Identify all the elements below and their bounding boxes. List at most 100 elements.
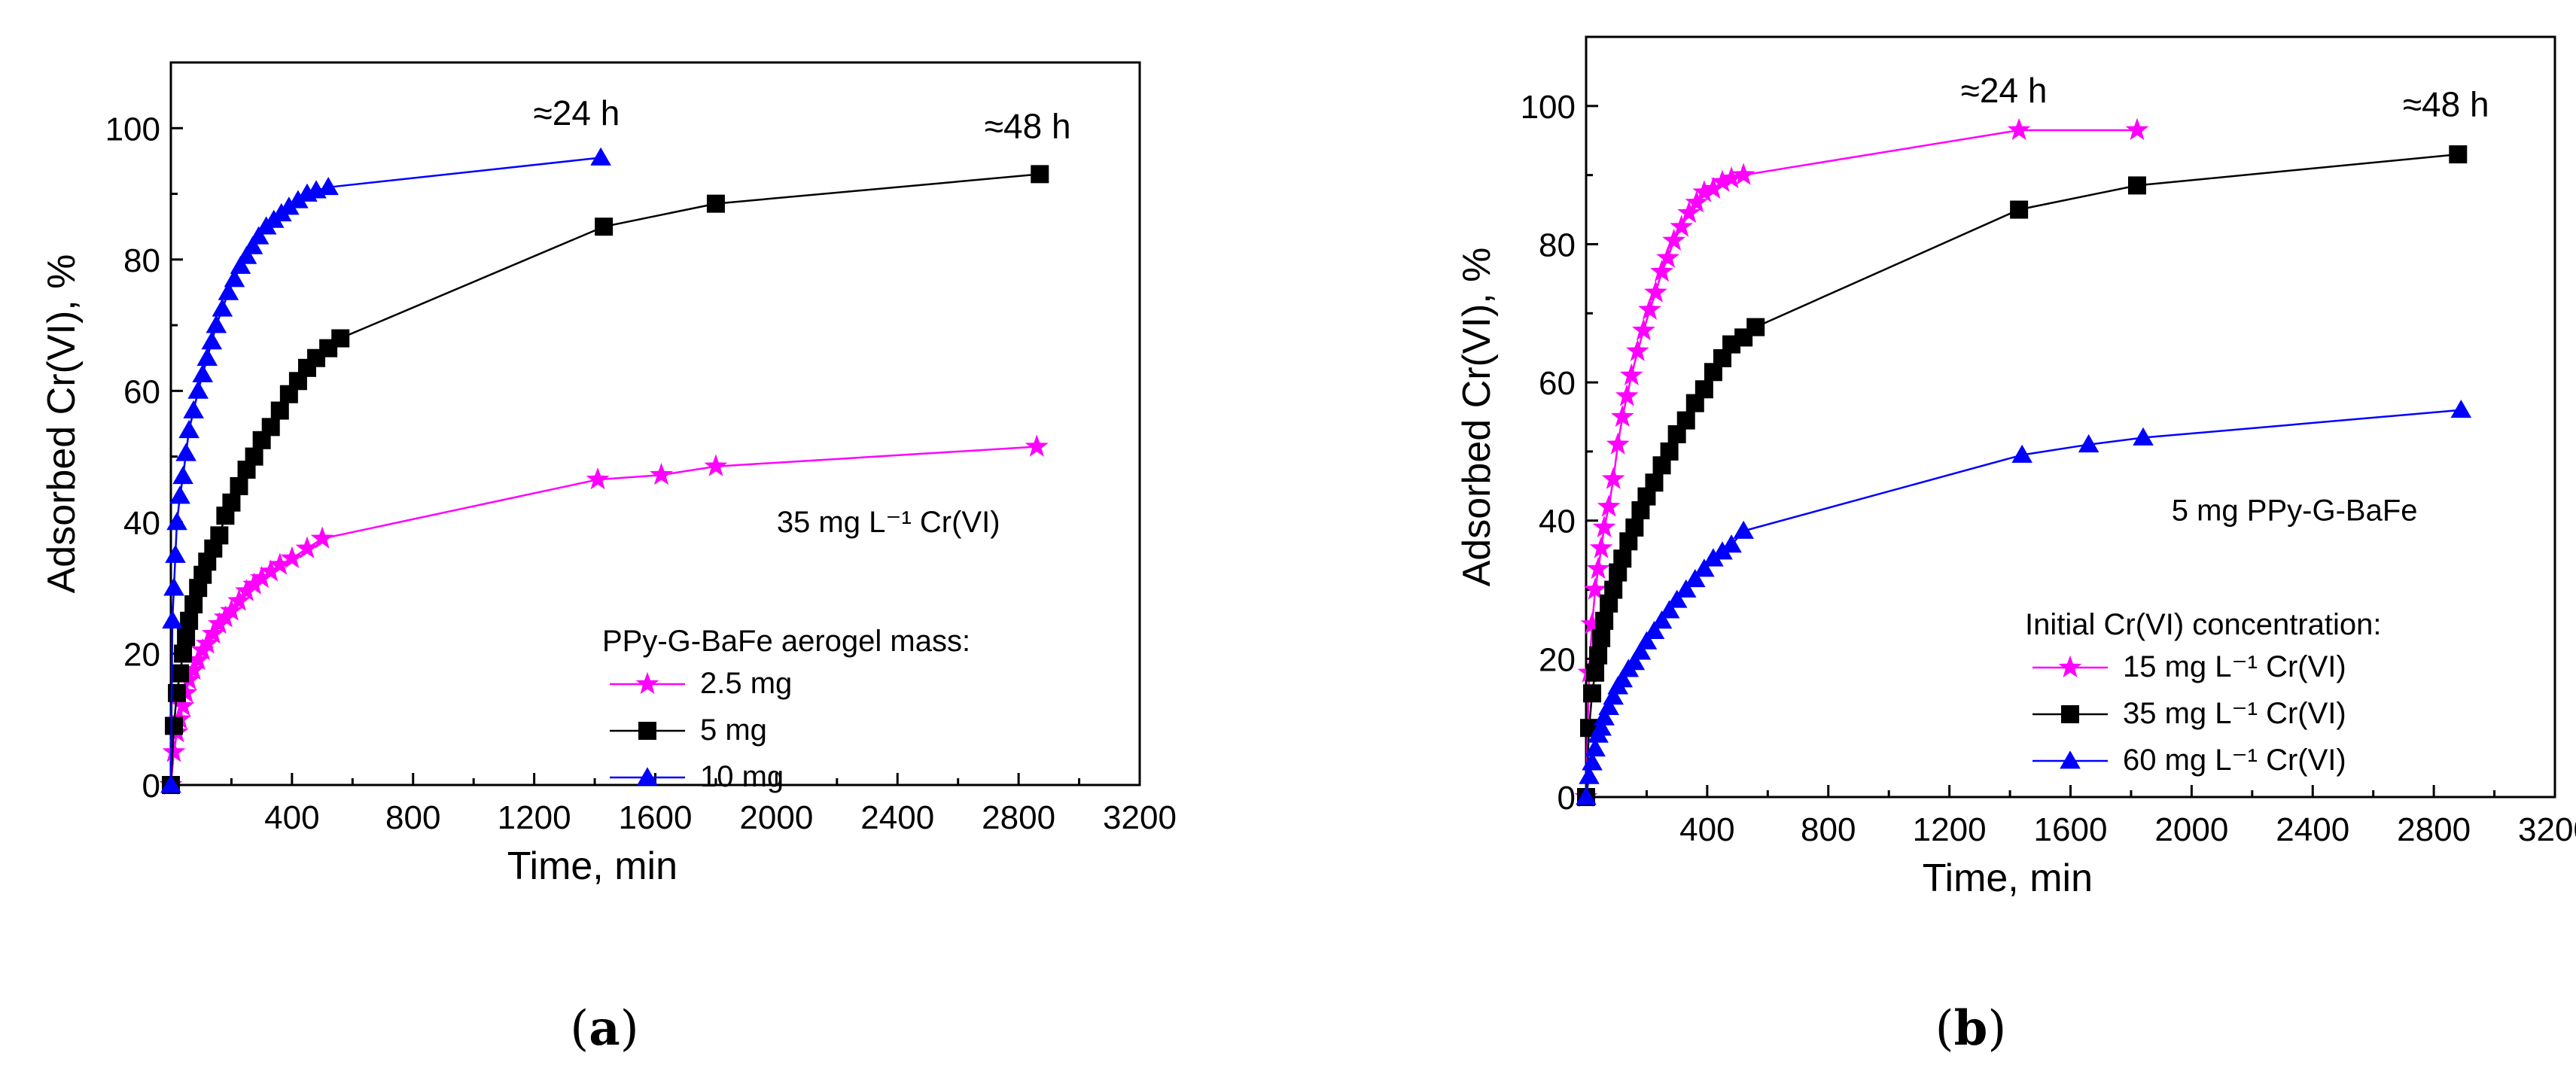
chart-b-data-point xyxy=(1626,339,1649,361)
chart-b-data-point xyxy=(1694,558,1715,577)
chart-b-data-point xyxy=(2078,434,2099,453)
chart-a-data-point xyxy=(704,454,728,476)
chart-b-data-point xyxy=(1619,363,1643,385)
chart-b-y-tick-label: 40 xyxy=(1539,504,1576,540)
chart-a-data-point xyxy=(171,664,190,683)
chart-b-y-tick-label: 80 xyxy=(1539,227,1576,263)
chart-b-data-point xyxy=(1598,696,1619,715)
chart-b-data-point xyxy=(1579,765,1600,784)
chart-b-series-15-mg-l-cr-vi xyxy=(1574,117,2149,808)
chart-b-data-point xyxy=(1694,380,1713,399)
chart-a-data-point xyxy=(250,565,274,589)
chart-b-legend-item-15-mg-l-cr-vi: 15 mg L⁻¹ Cr(VI) xyxy=(2032,650,2346,683)
chart-a-y-tick-label: 40 xyxy=(123,505,160,542)
chart-b-x-tick-label: 2400 xyxy=(2276,811,2349,848)
chart-b-data-point xyxy=(1597,494,1621,517)
chart-b-data-point xyxy=(1636,631,1658,650)
chart-b-data-point xyxy=(2007,117,2031,141)
chart-a-annotation-2: ≈48 h xyxy=(985,106,1071,145)
chart-a-data-point xyxy=(184,595,203,613)
chart-b-data-point xyxy=(1583,577,1607,600)
chart-a-data-point xyxy=(280,546,304,568)
chart-b-data-point xyxy=(1582,752,1603,771)
chart-b-data-point xyxy=(1662,228,1685,251)
chart-a-data-point xyxy=(160,774,181,793)
chart-b-data-point xyxy=(2449,145,2468,164)
chart-b-data-point xyxy=(2010,200,2029,219)
chart-b-y-tick-label: 0 xyxy=(1557,780,1576,817)
chart-b-legend-label: 15 mg L⁻¹ Cr(VI) xyxy=(2123,650,2346,683)
chart-a-data-point xyxy=(230,476,248,495)
chart-a-x-tick-label: 2400 xyxy=(860,799,934,836)
chart-a-data-point xyxy=(201,331,223,350)
chart-b-y-axis-label: Adsorbed Cr(VI), % xyxy=(1455,248,1499,587)
chart-b-data-point xyxy=(1624,652,1646,671)
chart-a-data-point xyxy=(180,611,199,630)
chart-a-data-point xyxy=(187,380,209,399)
chart-b-data-point xyxy=(1583,684,1602,703)
chart-b-y-tick-label: 100 xyxy=(1521,89,1576,126)
chart-b-x-tick-label: 800 xyxy=(1801,811,1856,848)
chart-a-x-tick-label: 400 xyxy=(264,799,319,836)
chart-a-data-point xyxy=(165,717,184,735)
chart-a-data-point xyxy=(288,190,309,208)
chart-a-series-line xyxy=(169,157,601,786)
chart-b-data-point xyxy=(1721,534,1742,553)
chart-a-data-point xyxy=(220,598,243,621)
chart-b-legend: Initial Cr(VI) concentration: 15 mg L⁻¹ C… xyxy=(2025,608,2382,777)
chart-b-data-point xyxy=(2125,117,2149,141)
chart-a-x-tick-label: 800 xyxy=(385,799,440,836)
chart-a-data-point xyxy=(163,577,184,596)
chart-b-series-line xyxy=(1585,409,2462,798)
chart-a-data-point xyxy=(318,177,339,196)
chart-a-data-point xyxy=(295,536,319,558)
chart-b-data-point xyxy=(1612,669,1634,688)
chart-b-data-point xyxy=(1719,166,1743,189)
chart-a-data-point xyxy=(169,485,190,504)
chart-b-legend-label: 35 mg L⁻¹ Cr(VI) xyxy=(2123,697,2346,730)
chart-b-x-tick-label: 2000 xyxy=(2154,811,2228,848)
chart-a-legend-label: 10 mg xyxy=(700,760,784,793)
chart-b-legend-swatch-marker xyxy=(2060,750,2081,769)
chart-a-y-axis-label: Adsorbed Cr(VI), % xyxy=(40,254,84,594)
chart-b-data-point xyxy=(1731,163,1755,185)
chart-b-data-point xyxy=(1645,473,1664,492)
chart-b-data-point xyxy=(1610,404,1634,427)
chart-a-data-point xyxy=(590,147,611,166)
chart-a-legend-title: PPy-G-BaFe aerogel mass: xyxy=(602,625,970,658)
chart-a-data-point xyxy=(1031,165,1049,184)
chart-b-data-point xyxy=(1644,280,1667,303)
chart-b-data-point xyxy=(1733,520,1754,539)
chart-a-data-point xyxy=(236,245,257,264)
chart-b-data-point xyxy=(1580,612,1604,634)
chart-b-data-point xyxy=(1615,384,1639,406)
chart-b-data-point xyxy=(1601,467,1625,489)
chart-a-data-point xyxy=(177,628,196,647)
chart-b-data-point xyxy=(1676,411,1695,430)
chart-a-data-point xyxy=(279,196,300,215)
chart-a-series-10-mg xyxy=(160,147,611,793)
chart-b-data-point xyxy=(1650,260,1673,282)
chart-a-data-point xyxy=(261,418,280,437)
chart-a-data-point xyxy=(171,694,195,717)
chart-a-data-point xyxy=(227,589,251,611)
chart-b-data-point xyxy=(1586,663,1605,682)
chart-b-annotation-1: ≈24 h xyxy=(1961,71,2048,110)
chart-a-legend-item-10-mg: 10 mg xyxy=(610,760,784,793)
chart-a-data-point xyxy=(1025,434,1049,457)
chart-a-data-point xyxy=(210,526,229,545)
chart-b-series-35-mg-l-cr-vi xyxy=(1577,145,2468,806)
chart-b-data-point xyxy=(1651,610,1673,629)
chart-a-data-point xyxy=(174,644,193,663)
chart-a-annotation-3: 35 mg L⁻¹ Cr(VI) xyxy=(777,506,1000,539)
chart-b-data-point xyxy=(1666,589,1688,608)
chart-b-data-point xyxy=(1684,568,1706,588)
chart-b-legend-item-35-mg-l-cr-vi: 35 mg L⁻¹ Cr(VI) xyxy=(2032,697,2346,730)
chart-a-y-tick-label: 100 xyxy=(105,111,160,148)
chart-b-annotation-3: 5 mg PPy-G-BaFe xyxy=(2172,494,2418,528)
chart-b-data-point xyxy=(1675,579,1697,598)
chart-b-data-point xyxy=(1595,611,1614,630)
chart-b-legend-title: Initial Cr(VI) concentration: xyxy=(2025,608,2382,641)
chart-a-data-point xyxy=(595,218,614,236)
